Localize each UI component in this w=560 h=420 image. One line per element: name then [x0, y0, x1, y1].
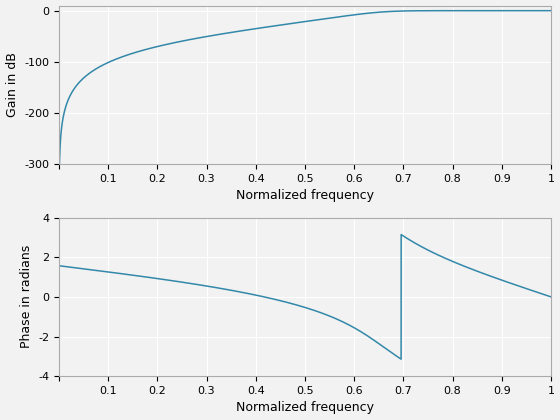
- X-axis label: Normalized frequency: Normalized frequency: [236, 402, 374, 415]
- Y-axis label: Phase in radians: Phase in radians: [20, 245, 32, 349]
- Y-axis label: Gain in dB: Gain in dB: [6, 52, 18, 117]
- X-axis label: Normalized frequency: Normalized frequency: [236, 189, 374, 202]
